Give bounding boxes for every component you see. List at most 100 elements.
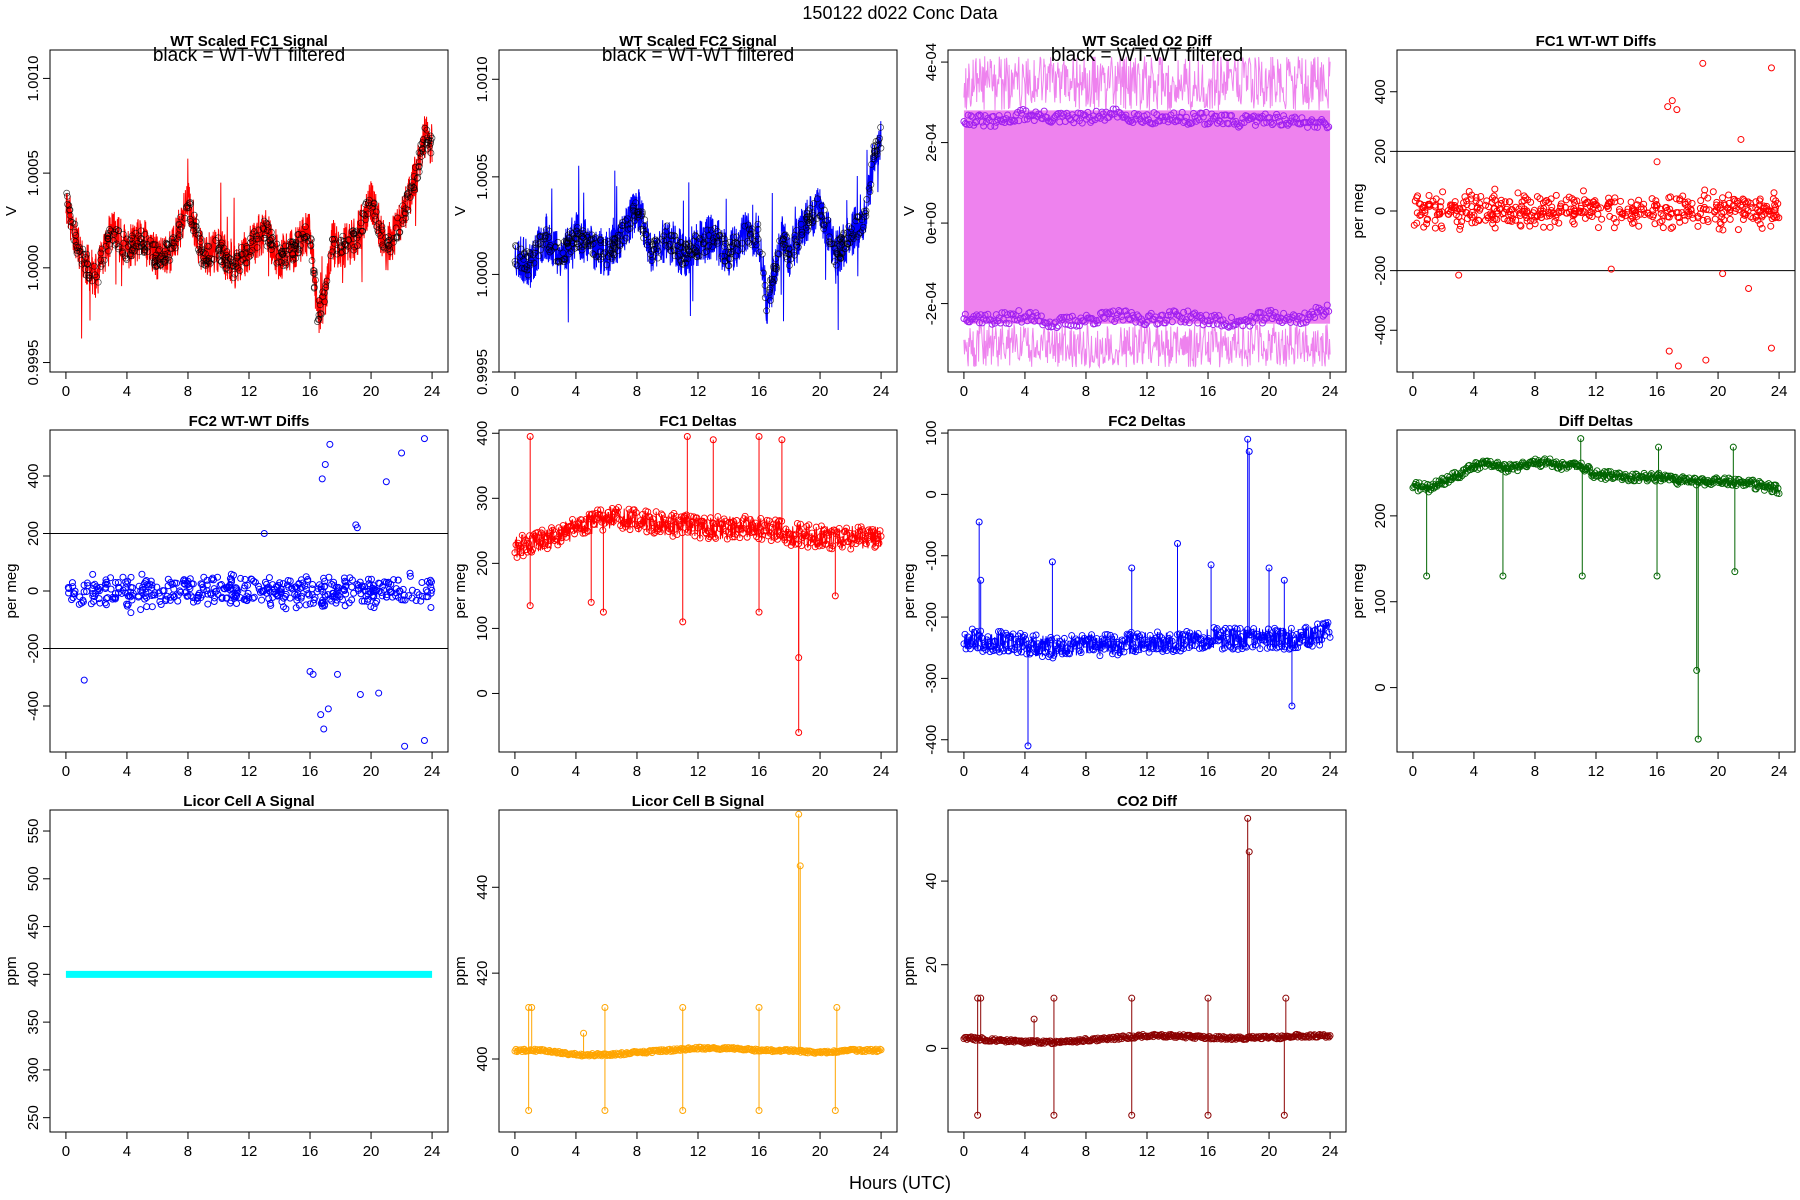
filtered-point: [314, 318, 321, 325]
filtered-point: [236, 267, 244, 274]
data-point: [1679, 192, 1687, 200]
data-point: [683, 1046, 690, 1054]
data-point: [857, 523, 865, 531]
data-point: [1669, 223, 1677, 231]
filtered-point: [214, 247, 222, 254]
data-point: [276, 579, 284, 587]
plot-area: [960, 814, 1334, 1119]
filtered-point: [150, 241, 158, 248]
data-point: [1149, 645, 1157, 653]
data-point: [669, 532, 677, 540]
data-point: [1516, 209, 1524, 217]
data-point: [1455, 473, 1463, 481]
panel-title: FC2 WT-WT Diffs: [189, 413, 310, 430]
data-point: [1308, 642, 1316, 650]
data-point: [423, 577, 431, 585]
data-point: [1260, 119, 1268, 127]
spike-point: [525, 1107, 533, 1115]
plot-area: [960, 435, 1334, 750]
plot-area: [960, 56, 1333, 369]
filtered-point: [754, 220, 762, 228]
data-point: [870, 1047, 878, 1055]
filtered-point: [772, 262, 779, 270]
data-point: [1456, 225, 1464, 233]
data-point: [367, 588, 375, 596]
data-point: [1094, 643, 1102, 651]
filtered-point: [285, 246, 293, 254]
data-point: [766, 529, 774, 537]
filtered-point: [589, 235, 597, 243]
data-point: [525, 539, 532, 547]
panel-title: CO2 Diff: [1117, 793, 1178, 810]
x-tick-label: 24: [1771, 383, 1788, 400]
data-point: [406, 572, 414, 580]
y-axis-label: per meg: [901, 563, 918, 618]
outlier-point: [1767, 344, 1775, 352]
filtered-point: [753, 241, 760, 249]
filtered-point: [85, 266, 92, 273]
filtered-point: [845, 223, 853, 230]
spike-point: [833, 1003, 841, 1011]
data-point: [1132, 318, 1140, 326]
data-point: [358, 583, 366, 591]
x-tick-label: 20: [1710, 763, 1727, 780]
data-point: [1029, 632, 1037, 640]
data-point: [1166, 631, 1174, 639]
data-point: [1483, 457, 1491, 465]
outlier-point: [1737, 135, 1745, 143]
filtered-point: [729, 242, 736, 250]
data-point: [1290, 644, 1297, 652]
filtered-point: [311, 283, 318, 291]
spike-point: [1128, 1111, 1136, 1119]
data-point: [785, 531, 793, 539]
filtered-point: [261, 231, 269, 238]
data-point: [526, 532, 534, 540]
y-tick-label: 250: [25, 1105, 42, 1130]
data-point: [787, 541, 795, 549]
filtered-point: [183, 203, 190, 211]
data-point: [1154, 628, 1161, 636]
filtered-point: [703, 247, 710, 255]
series-co2-diff-0: [960, 814, 1334, 1119]
data-point: [835, 525, 843, 532]
y-tick-label: -100: [923, 541, 940, 571]
x-tick-label: 4: [1021, 763, 1029, 780]
filtered-point: [852, 217, 860, 225]
outlier-point: [317, 711, 325, 719]
data-point: [692, 1043, 700, 1051]
x-tick-label: 12: [241, 1143, 258, 1160]
data-point: [624, 519, 632, 527]
filtered-point: [868, 161, 875, 168]
filtered-point: [253, 235, 260, 243]
data-point: [819, 541, 826, 549]
data-point: [1000, 647, 1008, 655]
data-point: [1237, 119, 1245, 127]
outlier-point: [1664, 103, 1672, 111]
filtered-point: [837, 250, 845, 257]
data-point: [1154, 1031, 1161, 1039]
data-point: [634, 525, 642, 533]
data-point: [291, 590, 299, 598]
filtered-point: [809, 217, 817, 225]
filtered-point: [754, 226, 762, 233]
data-point: [171, 579, 179, 587]
data-point: [332, 599, 340, 607]
data-point: [1672, 195, 1680, 203]
data-point: [1096, 1036, 1104, 1044]
data-point: [1734, 226, 1742, 234]
data-point: [1775, 490, 1783, 498]
filtered-point: [427, 132, 434, 140]
filtered-point: [187, 218, 194, 225]
filtered-point: [393, 233, 401, 240]
data-point: [1423, 216, 1431, 224]
data-point: [1773, 213, 1781, 221]
filtered-point: [535, 240, 542, 248]
data-point: [1227, 314, 1235, 322]
filtered-point: [766, 288, 773, 296]
filtered-point: [164, 250, 172, 258]
spike-point: [1655, 443, 1663, 451]
filtered-point: [744, 221, 752, 229]
filtered-point: [590, 251, 598, 258]
data-point: [724, 528, 732, 536]
filtered-point: [120, 230, 127, 238]
